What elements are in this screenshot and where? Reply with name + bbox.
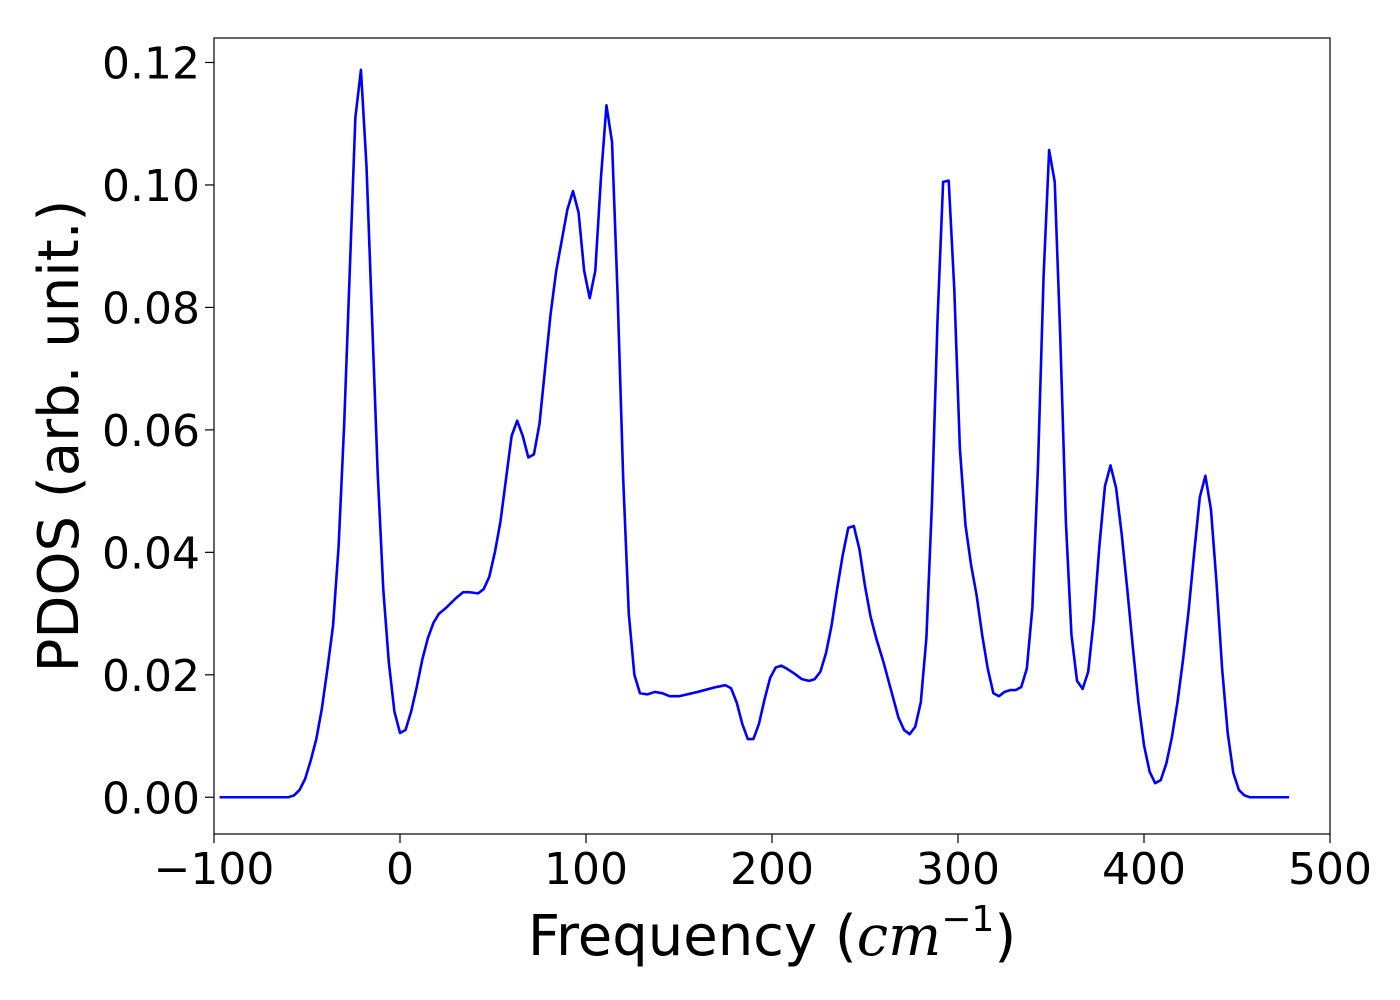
x-tick-label: 100 bbox=[544, 844, 628, 895]
ticks-layer: −100 0 100 200 300 400 500 0.00 0.02 0.04 0.06 0.08… bbox=[102, 38, 1372, 895]
y-tick-label: 0.10 bbox=[102, 161, 200, 212]
x-axis-label: Frequency (cm−1) bbox=[528, 899, 1016, 969]
series-layer bbox=[219, 68, 1290, 799]
y-tick-label: 0.04 bbox=[102, 528, 200, 579]
x-tick-label: 200 bbox=[730, 844, 814, 895]
y-axis-label: PDOS (arb. unit.) bbox=[27, 200, 92, 673]
y-tick-label: 0.06 bbox=[102, 406, 200, 457]
y-tick-label: 0.08 bbox=[102, 283, 200, 334]
x-tick-label: −100 bbox=[154, 844, 275, 895]
pdos-series-line bbox=[219, 68, 1290, 799]
x-tick-label: 500 bbox=[1288, 844, 1372, 895]
x-tick-label: 300 bbox=[916, 844, 1000, 895]
y-tick-label: 0.00 bbox=[102, 773, 200, 824]
x-tick-label: 400 bbox=[1102, 844, 1186, 895]
plot-frame bbox=[213, 37, 1331, 835]
x-tick-label: 0 bbox=[386, 844, 414, 895]
y-tick-label: 0.02 bbox=[102, 651, 200, 702]
y-tick-label: 0.12 bbox=[102, 38, 200, 89]
